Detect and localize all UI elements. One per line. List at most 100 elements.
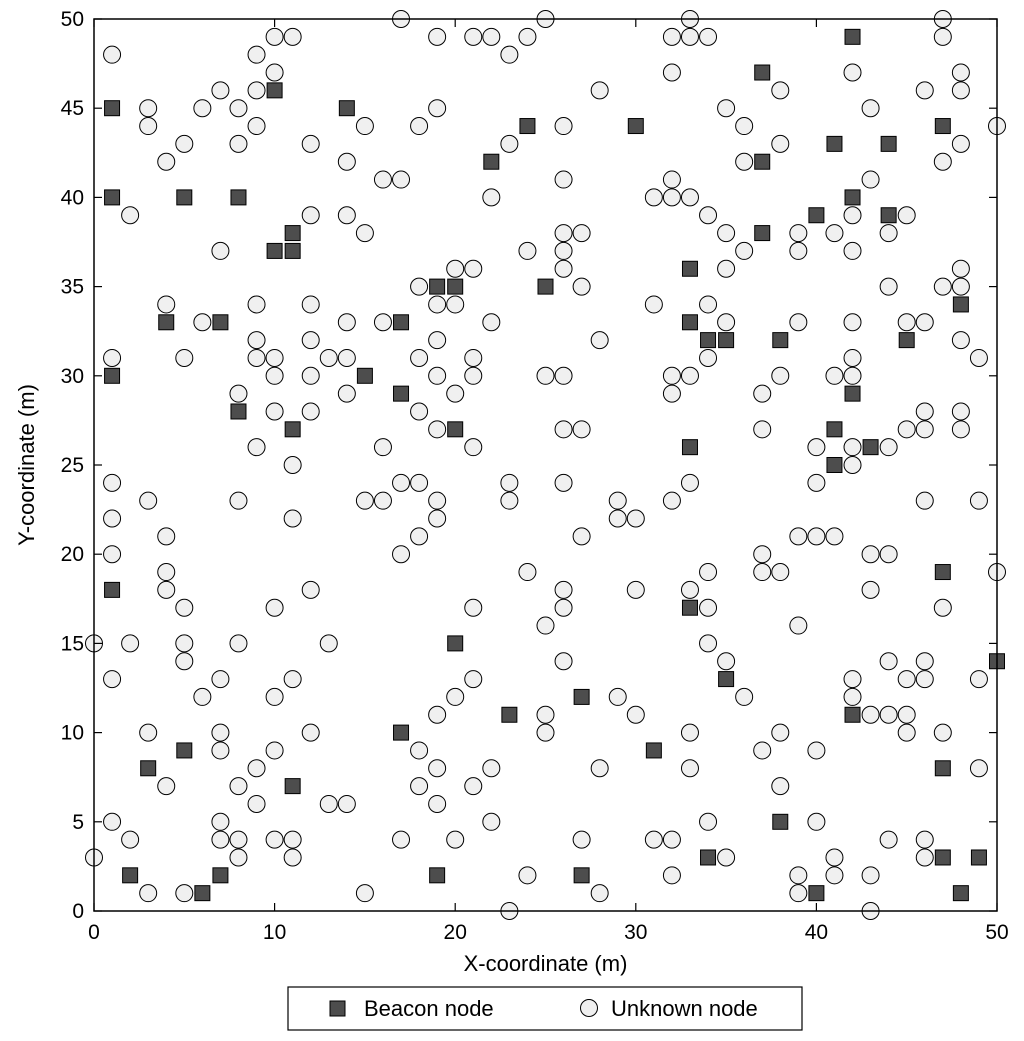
unknown-node-point <box>699 27 718 46</box>
unknown-node-point <box>464 670 483 689</box>
beacon-node-point <box>681 314 698 331</box>
unknown-node-point <box>951 81 970 100</box>
unknown-node-point <box>933 27 952 46</box>
x-tick-label: 40 <box>805 921 828 944</box>
unknown-node-point <box>680 580 699 599</box>
beacon-node-point <box>681 260 698 277</box>
unknown-node-point <box>319 348 338 367</box>
unknown-node-point <box>103 545 122 564</box>
unknown-node-point <box>157 295 176 314</box>
unknown-node-point <box>717 259 736 278</box>
beacon-node-point <box>844 28 861 45</box>
unknown-node-point <box>915 402 934 421</box>
unknown-node-point <box>139 99 158 118</box>
unknown-node-point <box>283 670 302 689</box>
unknown-node-point <box>157 777 176 796</box>
unknown-node-point <box>915 830 934 849</box>
unknown-node-point <box>680 27 699 46</box>
unknown-node-point <box>482 313 501 332</box>
unknown-node-point <box>753 563 772 582</box>
unknown-node-point <box>175 134 194 153</box>
beacon-node-point <box>898 332 915 349</box>
unknown-node-point <box>951 402 970 421</box>
unknown-node-point <box>301 402 320 421</box>
unknown-node-point <box>879 277 898 296</box>
beacon-node-point <box>104 581 121 598</box>
beacon-node-point <box>645 742 662 759</box>
beacon-node-point <box>356 367 373 384</box>
unknown-node-point <box>699 295 718 314</box>
y-tick-label: 30 <box>61 365 84 388</box>
unknown-node-point <box>500 491 519 510</box>
unknown-node-point <box>247 45 266 64</box>
unknown-node-point <box>951 259 970 278</box>
unknown-node-point <box>373 491 392 510</box>
unknown-node-point <box>446 259 465 278</box>
unknown-node-point <box>951 331 970 350</box>
beacon-node-point <box>934 118 951 135</box>
unknown-node-point <box>410 117 429 136</box>
unknown-node-point <box>590 331 609 350</box>
unknown-node-point <box>446 295 465 314</box>
unknown-node-point <box>211 241 230 260</box>
unknown-node-point <box>843 313 862 332</box>
unknown-node-point <box>554 170 573 189</box>
unknown-node-point <box>265 402 284 421</box>
unknown-node-point <box>157 563 176 582</box>
unknown-node-point <box>897 420 916 439</box>
unknown-node-point <box>753 545 772 564</box>
unknown-node-point <box>410 277 429 296</box>
beacon-node-point <box>429 278 446 295</box>
unknown-node-point <box>247 438 266 457</box>
unknown-node-point <box>464 259 483 278</box>
unknown-node-point <box>789 313 808 332</box>
unknown-node-point <box>301 331 320 350</box>
unknown-node-point <box>355 117 374 136</box>
unknown-node-point <box>103 45 122 64</box>
unknown-node-point <box>807 812 826 831</box>
beacon-node-point <box>718 332 735 349</box>
unknown-node-point <box>662 866 681 885</box>
unknown-node-point <box>211 812 230 831</box>
unknown-node-point <box>301 295 320 314</box>
unknown-node-point <box>753 741 772 760</box>
beacon-node-point <box>880 207 897 224</box>
unknown-node-point <box>951 134 970 153</box>
unknown-node-point <box>175 348 194 367</box>
unknown-node-point <box>392 170 411 189</box>
unknown-node-point <box>410 777 429 796</box>
unknown-node-point <box>825 527 844 546</box>
unknown-node-point <box>590 759 609 778</box>
unknown-node-point <box>717 224 736 243</box>
unknown-node-point <box>771 777 790 796</box>
unknown-node-point <box>518 563 537 582</box>
unknown-node-point <box>211 830 230 849</box>
beacon-node-point <box>104 100 121 117</box>
unknown-node-point <box>843 63 862 82</box>
beacon-node-markers <box>104 28 1005 902</box>
unknown-node-point <box>211 723 230 742</box>
unknown-node-point <box>337 794 356 813</box>
unknown-node-point <box>337 152 356 171</box>
unknown-node-point <box>500 473 519 492</box>
beacon-node-point <box>501 706 518 723</box>
y-tick-label: 0 <box>72 900 84 923</box>
unknown-node-point <box>446 830 465 849</box>
unknown-node-point <box>951 63 970 82</box>
unknown-node-point <box>265 366 284 385</box>
unknown-node-point <box>392 830 411 849</box>
unknown-node-point <box>662 27 681 46</box>
legend: Beacon node Unknown node <box>287 986 803 1031</box>
unknown-node-point <box>717 848 736 867</box>
beacon-node-point <box>700 332 717 349</box>
x-axis-ticks: 0 10 20 30 40 50 <box>88 19 1009 944</box>
unknown-node-point <box>969 759 988 778</box>
unknown-node-point <box>337 348 356 367</box>
unknown-node-point <box>536 723 555 742</box>
unknown-node-point <box>554 598 573 617</box>
unknown-node-point <box>464 777 483 796</box>
beacon-node-point <box>880 135 897 152</box>
beacon-node-point <box>970 849 987 866</box>
unknown-node-point <box>789 224 808 243</box>
unknown-node-point <box>951 420 970 439</box>
